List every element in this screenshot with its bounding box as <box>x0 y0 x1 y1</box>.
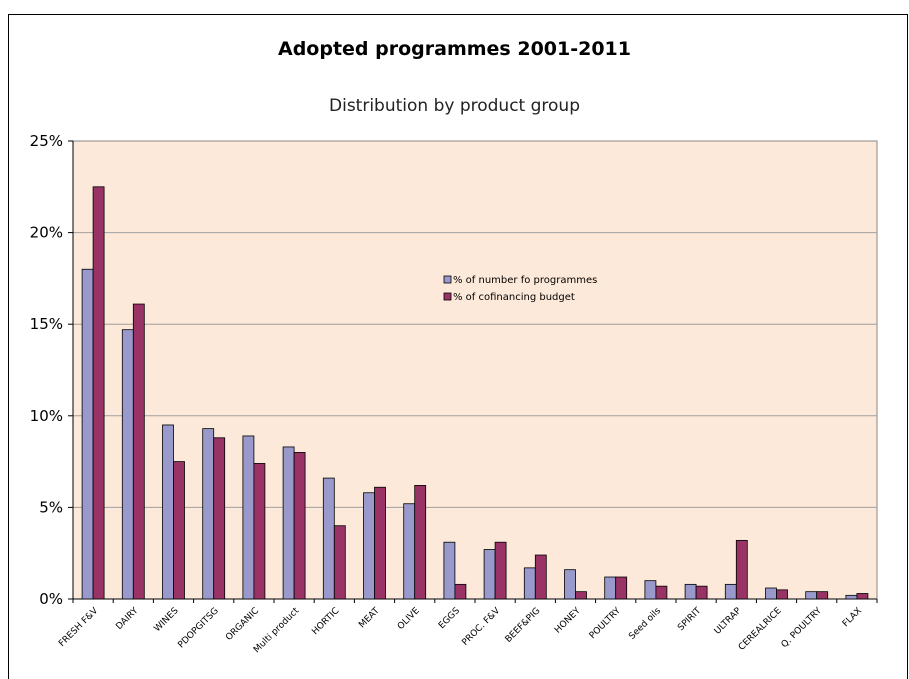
x-tick-label: Seed oils <box>627 606 663 642</box>
x-tick-label: FLAX <box>841 606 864 629</box>
bar <box>293 452 306 600</box>
bar <box>816 591 829 600</box>
bar <box>363 492 375 600</box>
bar <box>253 463 266 600</box>
bar <box>333 525 346 600</box>
bar <box>845 594 858 600</box>
bar <box>494 541 507 600</box>
y-tick-label: 15% <box>30 315 63 333</box>
y-tick-label: 20% <box>30 224 63 242</box>
x-tick-label: PROC. F&V <box>460 605 502 647</box>
bar <box>776 589 788 600</box>
chart-subtitle: Distribution by product group <box>329 96 580 116</box>
y-tick-label: 5% <box>39 498 63 516</box>
x-tick-label: HONEY <box>553 606 583 636</box>
bar <box>523 567 536 600</box>
x-tick-label: FRESH F&V <box>57 605 101 649</box>
x-tick-label: ORGANIC <box>224 606 261 643</box>
bar <box>483 549 496 600</box>
legend-label: % of cofinancing budget <box>453 292 575 303</box>
x-tick-label: WINES <box>153 606 181 634</box>
x-tick-label: HORTIC <box>310 606 341 637</box>
bar <box>443 541 456 600</box>
bar <box>695 585 708 600</box>
bar <box>655 585 668 600</box>
bar <box>213 437 226 600</box>
bar <box>856 593 869 600</box>
bar <box>604 576 617 600</box>
bar <box>162 424 174 600</box>
x-tick-label: EGGS <box>437 606 462 631</box>
chart-title: Adopted programmes 2001-2011 <box>277 38 631 60</box>
bar <box>564 569 576 600</box>
x-tick-label: OLIVE <box>396 606 422 632</box>
bar <box>322 477 335 600</box>
legend-label: % of number fo programmes <box>453 275 597 286</box>
bar <box>575 591 587 600</box>
x-tick-label: PDOPGITSG <box>176 606 220 650</box>
bar <box>81 268 94 600</box>
bar <box>724 583 737 600</box>
bar <box>173 461 185 600</box>
bar <box>202 428 215 600</box>
bar <box>374 486 386 600</box>
bar <box>765 587 777 600</box>
bar <box>534 554 547 600</box>
x-tick-label: SPIRIT <box>676 606 703 633</box>
bar <box>121 329 134 600</box>
bar <box>132 303 145 600</box>
legend-swatch <box>443 292 452 301</box>
bar <box>805 591 818 600</box>
x-tick-label: Q. POULTRY <box>780 606 824 650</box>
bar <box>454 583 467 600</box>
bar <box>242 435 255 600</box>
y-tick-label: 10% <box>30 407 63 425</box>
x-tick-label: BEEF&PIG <box>504 606 543 645</box>
x-tick-label: DAIRY <box>114 606 140 632</box>
bar <box>684 583 697 600</box>
bar <box>615 576 628 600</box>
plot-area <box>72 140 878 600</box>
legend-swatch <box>443 275 452 284</box>
x-tick-label: POULTRY <box>588 606 623 641</box>
x-tick-label: ULTRAP <box>713 606 744 637</box>
bar <box>735 539 748 600</box>
y-tick-label: 0% <box>39 590 63 608</box>
bar <box>403 503 416 600</box>
bar <box>282 446 295 600</box>
x-tick-label: MEAT <box>357 606 382 631</box>
x-tick-label: CEREALRICE <box>737 606 784 653</box>
bar <box>92 186 105 600</box>
bar <box>644 580 657 600</box>
bar <box>414 485 427 600</box>
y-tick-label: 25% <box>30 132 63 150</box>
